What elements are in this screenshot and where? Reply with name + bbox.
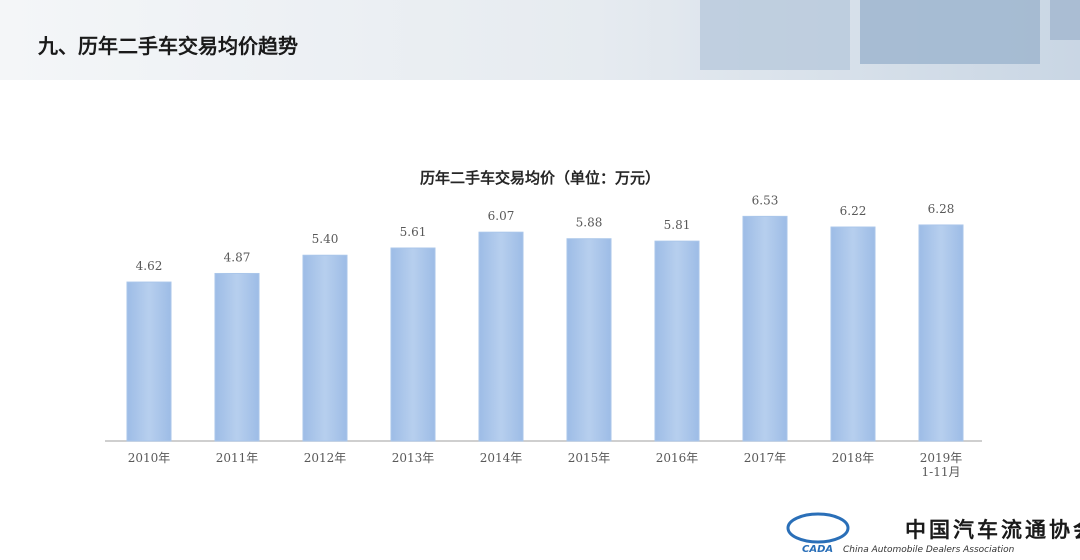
bar [390, 247, 436, 442]
bar [302, 254, 348, 442]
x-tick-label: 2012年 [303, 451, 347, 465]
data-label: 5.61 [400, 225, 427, 239]
bar [654, 240, 700, 442]
slide-title: 九、历年二手车交易均价趋势 [37, 34, 298, 58]
chart-title: 历年二手车交易均价（单位：万元） [420, 169, 660, 187]
bar [830, 226, 876, 442]
bar [126, 281, 172, 442]
x-tick-label: 2019年 1-11月 [919, 451, 963, 479]
data-label: 5.40 [312, 232, 339, 246]
bar [566, 238, 612, 442]
bar [478, 231, 524, 442]
bar [214, 272, 260, 442]
data-label: 5.88 [576, 216, 603, 230]
decor-box [860, 0, 1040, 64]
logo-name: 中国汽车流通协会 [905, 518, 1080, 542]
data-label: 5.81 [664, 218, 691, 232]
decor-box [700, 0, 850, 70]
decor-box [1050, 0, 1080, 40]
x-tick-label: 2015年 [567, 451, 611, 465]
x-tick-label: 2017年 [743, 451, 787, 465]
x-tick-label: 2016年 [655, 451, 699, 465]
logo-english: China Automobile Dealers Association [843, 545, 1015, 555]
data-label: 6.07 [488, 209, 515, 223]
x-tick-label: 2010年 [127, 451, 171, 465]
data-label: 6.28 [928, 202, 955, 216]
x-tick-label: 2014年 [479, 451, 523, 465]
bar [742, 215, 788, 442]
x-tick-label: 2018年 [831, 451, 875, 465]
data-label: 6.53 [752, 193, 779, 207]
x-tick-label: 2013年 [391, 451, 435, 465]
logo-ring [786, 512, 850, 544]
data-label: 6.22 [840, 204, 867, 218]
logo-mark: CADA [802, 544, 833, 555]
data-label: 4.87 [224, 250, 251, 264]
bar [918, 224, 964, 442]
x-tick-label: 2011年 [215, 451, 259, 465]
data-label: 4.62 [136, 259, 163, 273]
